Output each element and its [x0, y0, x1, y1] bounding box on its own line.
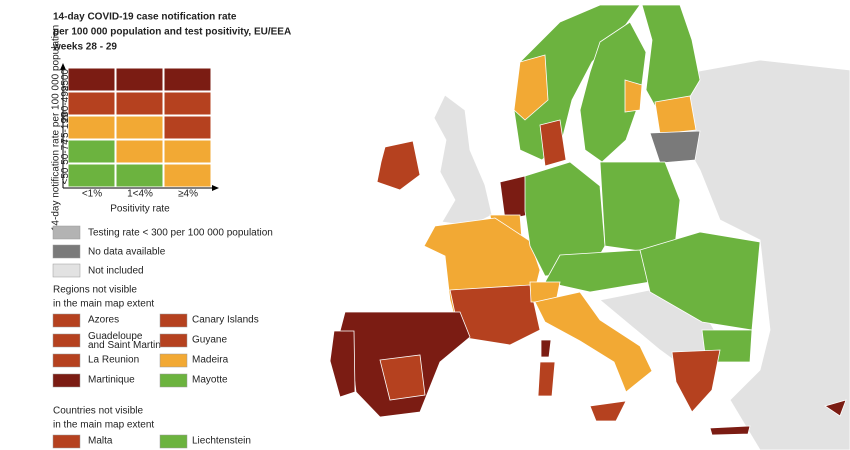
- region-label: Azores: [88, 315, 119, 326]
- netherlands: [499, 175, 529, 221]
- legend-label: Not included: [88, 266, 144, 277]
- region-swatch: [52, 333, 81, 348]
- matrix-cell: [115, 163, 164, 188]
- region-label: La Reunion: [88, 355, 139, 366]
- y-axis-label: 14-day notification rate per 100 000 pop…: [51, 25, 62, 231]
- map: [329, 4, 850, 450]
- matrix-cell: [67, 67, 116, 92]
- corsica: [540, 339, 552, 358]
- region-swatch: [52, 353, 81, 368]
- row-label: 75-199: [60, 112, 71, 144]
- region-label: and Saint Martin: [88, 340, 161, 351]
- spain-region: [379, 354, 426, 401]
- legend-label: Testing rate < 300 per 100 000 populatio…: [88, 228, 273, 239]
- matrix-cell: [163, 91, 212, 116]
- norway-region: [513, 54, 549, 121]
- non-included-land: [649, 59, 850, 450]
- row-label: 200-499: [60, 85, 71, 122]
- matrix-cell: [67, 91, 116, 116]
- portugal: [329, 330, 356, 398]
- region-swatch: [159, 373, 188, 388]
- section-heading: in the main map extent: [53, 420, 154, 431]
- column-label: 1<4%: [127, 189, 153, 200]
- title-line: per 100 000 population and test positivi…: [53, 27, 291, 38]
- matrix-cell: [163, 115, 212, 140]
- legend-panel: 14-day COVID-19 case notification rate pe…: [51, 12, 291, 449]
- y-arrow-head: [60, 63, 66, 70]
- sweden: [579, 21, 647, 163]
- matrix-cell: [115, 139, 164, 164]
- region-swatch: [52, 313, 81, 328]
- legend-swatch: [52, 244, 81, 259]
- region-swatch: [159, 333, 188, 348]
- title-line: 14-day COVID-19 case notification rate: [53, 12, 237, 23]
- italy: [534, 291, 653, 393]
- matrix-cell: [163, 163, 212, 188]
- x-arrow-head: [212, 185, 219, 191]
- x-axis-label: Positivity rate: [110, 204, 170, 215]
- estonia-latvia: [654, 95, 697, 135]
- column-label: <1%: [82, 189, 102, 200]
- matrix-cell: [115, 115, 164, 140]
- matrix-cell: [163, 139, 212, 164]
- row-label: ≥500: [60, 68, 71, 91]
- lithuania: [649, 130, 701, 164]
- region-swatch: [159, 313, 188, 328]
- region-swatch: [52, 434, 81, 449]
- denmark: [539, 119, 567, 167]
- sicily: [589, 400, 627, 422]
- poland: [599, 161, 681, 252]
- greece: [671, 349, 721, 413]
- matrix-cell: [67, 139, 116, 164]
- sweden-region: [624, 79, 643, 113]
- region-label: Mayotte: [192, 375, 228, 386]
- region-swatch: [159, 353, 188, 368]
- section-heading: Countries not visible: [53, 406, 143, 417]
- matrix-cell: [67, 163, 116, 188]
- section-heading: Regions not visible: [53, 285, 137, 296]
- region-swatch: [159, 434, 188, 449]
- matrix-cell: [163, 67, 212, 92]
- region-label: Guadeloupe: [88, 331, 143, 342]
- column-label: ≥4%: [178, 189, 198, 200]
- matrix-cell: [67, 115, 116, 140]
- region-label: Canary Islands: [192, 315, 259, 326]
- row-label: 50-74: [60, 139, 71, 165]
- legend-swatch: [52, 263, 81, 278]
- row-label: <50: [60, 167, 71, 184]
- czechia-austria: [544, 249, 651, 293]
- region-swatch: [52, 373, 81, 388]
- legend-swatch: [52, 225, 81, 240]
- region-label: Madeira: [192, 355, 229, 366]
- matrix-cell: [115, 91, 164, 116]
- region-label: Malta: [88, 436, 113, 447]
- sardinia: [537, 361, 556, 397]
- region-label: Liechtenstein: [192, 436, 251, 447]
- region-label: Guyane: [192, 335, 227, 346]
- section-heading: in the main map extent: [53, 299, 154, 310]
- title-line: weeks 28 - 29: [52, 42, 117, 53]
- matrix-cell: [115, 67, 164, 92]
- region-label: Martinique: [88, 375, 135, 386]
- cyprus: [824, 399, 847, 417]
- crete: [709, 425, 751, 436]
- legend-label: No data available: [88, 247, 166, 258]
- ireland: [376, 140, 421, 191]
